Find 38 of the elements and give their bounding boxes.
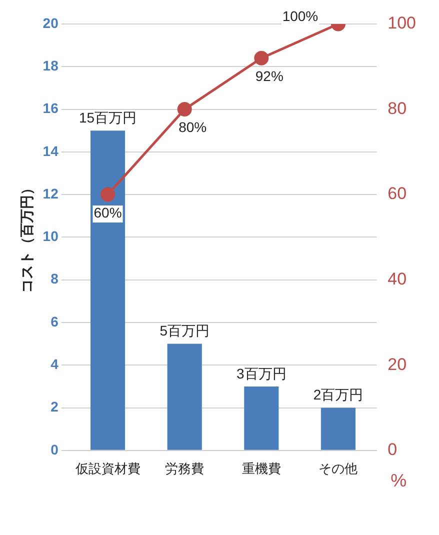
y-tick-label: 8 xyxy=(50,270,59,287)
data-label: 60% xyxy=(94,204,122,220)
y2-axis-title: % xyxy=(390,470,407,490)
point xyxy=(254,50,269,66)
bar xyxy=(90,130,126,450)
y2-tick-label: 80 xyxy=(388,98,407,118)
x-tick-label: その他 xyxy=(318,460,358,476)
data-label: 100% xyxy=(282,8,318,24)
y-tick-label: 14 xyxy=(42,142,59,159)
y-tick-label: 0 xyxy=(50,441,59,458)
bar xyxy=(167,344,202,450)
x-tick-label: 労務費 xyxy=(165,460,204,476)
data-label: 92% xyxy=(255,68,284,84)
data-label: 80% xyxy=(178,119,207,136)
data-label: 5百万円 xyxy=(160,322,210,339)
y-axis-title: コスト（百万円） xyxy=(18,181,34,294)
y2-tick-label: 40 xyxy=(388,270,407,289)
data-label: 3百万円 xyxy=(236,365,286,382)
y-tick-label: 18 xyxy=(42,58,59,74)
bar xyxy=(244,386,279,450)
y-tick-label: 2 xyxy=(50,398,59,415)
point xyxy=(177,102,192,117)
point xyxy=(100,187,116,202)
y-tick-label: 16 xyxy=(42,100,59,116)
data-label: 2百万円 xyxy=(313,386,364,403)
y2-tick-label: 20 xyxy=(388,354,407,374)
y2-tick-label: 60 xyxy=(388,184,407,204)
y-tick-label: 4 xyxy=(50,356,59,372)
y-tick-label: 12 xyxy=(42,185,59,202)
bar xyxy=(320,408,356,450)
data-label: 15百万円 xyxy=(78,109,137,126)
y2-tick-label: 100 xyxy=(388,14,416,33)
y-tick-label: 6 xyxy=(50,313,59,330)
x-tick-label: 重機費 xyxy=(242,460,281,476)
y2-tick-label: 0 xyxy=(388,440,398,460)
y-tick-label: 10 xyxy=(42,228,59,244)
y-tick-label: 20 xyxy=(42,14,59,31)
x-tick-label: 仮設資材費 xyxy=(74,460,140,476)
